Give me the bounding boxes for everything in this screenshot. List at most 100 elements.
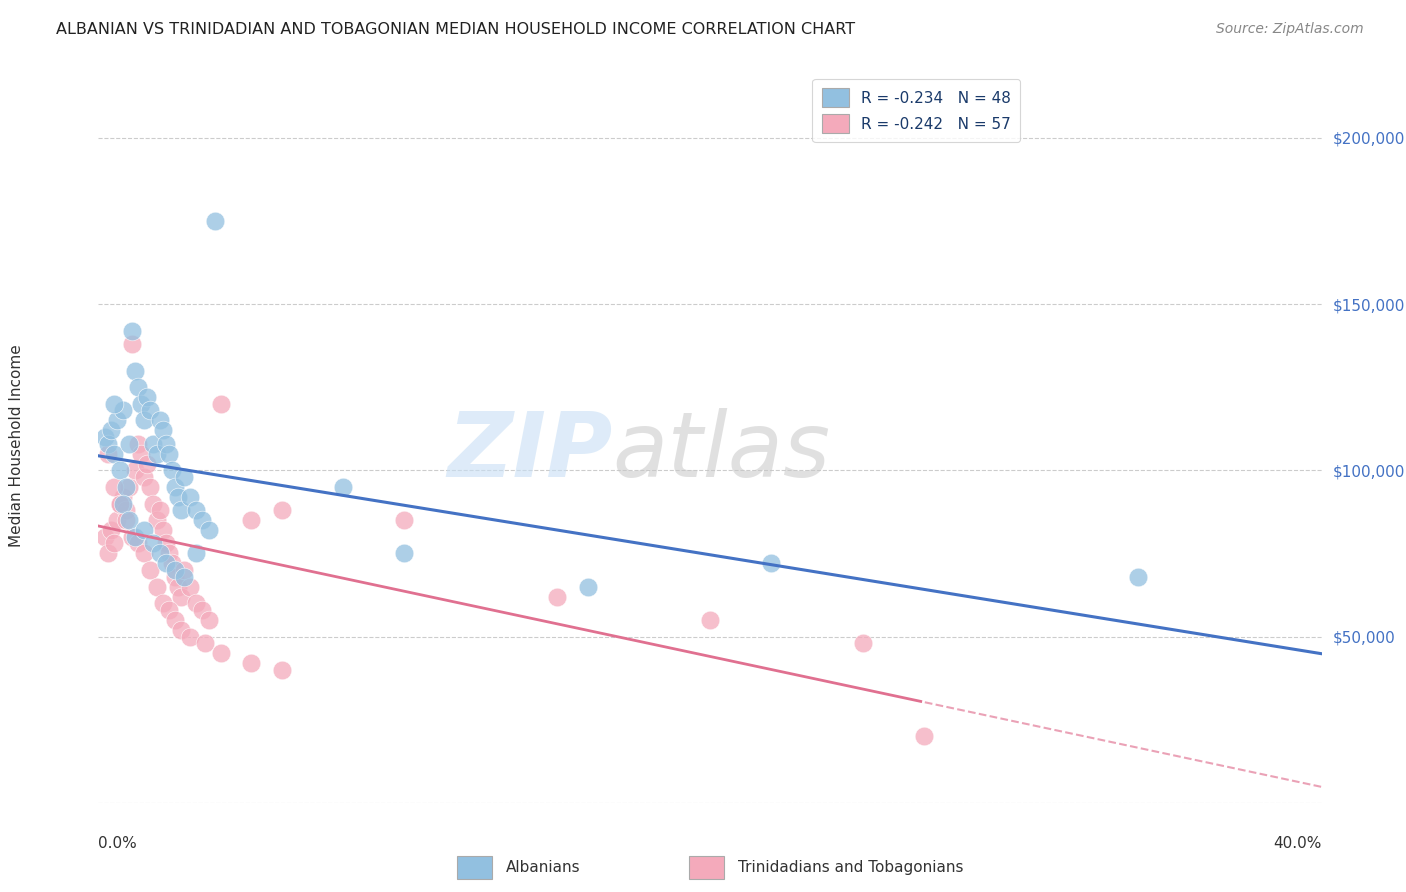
Point xyxy=(157,546,180,560)
Point xyxy=(134,470,156,484)
Point xyxy=(155,436,177,450)
Point xyxy=(105,413,128,427)
Point xyxy=(197,613,219,627)
Point xyxy=(204,214,226,228)
Point xyxy=(121,324,143,338)
Point xyxy=(149,413,172,427)
Point xyxy=(100,523,122,537)
Point xyxy=(152,424,174,438)
Point xyxy=(186,503,208,517)
Point xyxy=(127,436,149,450)
Point xyxy=(134,413,156,427)
Point xyxy=(97,546,120,560)
Text: atlas: atlas xyxy=(612,408,830,496)
Point xyxy=(127,380,149,394)
Point xyxy=(173,570,195,584)
Point xyxy=(152,596,174,610)
Point xyxy=(115,503,138,517)
Point xyxy=(852,636,875,650)
Point xyxy=(270,503,292,517)
Point xyxy=(163,570,186,584)
Point xyxy=(142,436,165,450)
Point xyxy=(103,447,125,461)
Point xyxy=(111,497,134,511)
Point xyxy=(179,630,201,644)
Point xyxy=(179,490,201,504)
Text: Albanians: Albanians xyxy=(506,860,581,874)
Legend: R = -0.234   N = 48, R = -0.242   N = 57: R = -0.234 N = 48, R = -0.242 N = 57 xyxy=(813,79,1021,142)
Point xyxy=(163,480,186,494)
Point xyxy=(142,497,165,511)
Point xyxy=(1128,570,1150,584)
Point xyxy=(179,580,201,594)
Point xyxy=(155,536,177,550)
Point xyxy=(576,580,599,594)
Point xyxy=(111,490,134,504)
Point xyxy=(127,536,149,550)
Point xyxy=(97,447,120,461)
Point xyxy=(93,530,115,544)
Point xyxy=(197,523,219,537)
Point xyxy=(124,363,146,377)
Point xyxy=(155,557,177,571)
Point xyxy=(163,613,186,627)
Text: Median Household Income: Median Household Income xyxy=(10,344,24,548)
Text: Source: ZipAtlas.com: Source: ZipAtlas.com xyxy=(1216,22,1364,37)
Point xyxy=(134,523,156,537)
Point xyxy=(108,497,131,511)
Point xyxy=(139,480,162,494)
Point xyxy=(170,623,193,637)
Point xyxy=(136,457,159,471)
Point xyxy=(118,436,141,450)
Point xyxy=(209,397,232,411)
Point xyxy=(191,513,214,527)
Point xyxy=(163,563,186,577)
Point xyxy=(152,523,174,537)
Text: 0.0%: 0.0% xyxy=(98,836,138,851)
Point xyxy=(145,513,167,527)
Point xyxy=(134,546,156,560)
Point xyxy=(136,390,159,404)
Point xyxy=(191,603,214,617)
Point xyxy=(392,513,416,527)
Point xyxy=(121,530,143,544)
Point xyxy=(240,513,263,527)
Point xyxy=(105,513,128,527)
Point xyxy=(167,580,190,594)
Point xyxy=(103,397,125,411)
Text: ZIP: ZIP xyxy=(447,408,612,496)
Point xyxy=(118,480,141,494)
Point xyxy=(129,397,152,411)
Point xyxy=(139,403,162,417)
Text: ALBANIAN VS TRINIDADIAN AND TOBAGONIAN MEDIAN HOUSEHOLD INCOME CORRELATION CHART: ALBANIAN VS TRINIDADIAN AND TOBAGONIAN M… xyxy=(56,22,855,37)
Point xyxy=(240,656,263,670)
Point xyxy=(157,603,180,617)
Point xyxy=(912,729,935,743)
Point xyxy=(173,470,195,484)
Point xyxy=(157,447,180,461)
Point xyxy=(103,536,125,550)
Point xyxy=(124,530,146,544)
Point xyxy=(139,563,162,577)
Point xyxy=(108,497,131,511)
Point xyxy=(160,557,183,571)
Text: 40.0%: 40.0% xyxy=(1274,836,1322,851)
Text: Trinidadians and Tobagonians: Trinidadians and Tobagonians xyxy=(738,860,963,874)
Point xyxy=(103,480,125,494)
Point xyxy=(170,503,193,517)
Point xyxy=(115,513,138,527)
Point xyxy=(699,613,721,627)
Point xyxy=(186,546,208,560)
Point xyxy=(546,590,568,604)
Point xyxy=(100,424,122,438)
Point xyxy=(167,490,190,504)
Point xyxy=(759,557,782,571)
Point xyxy=(121,337,143,351)
Point xyxy=(115,480,138,494)
Point xyxy=(194,636,217,650)
Point xyxy=(149,503,172,517)
Point xyxy=(332,480,354,494)
Point xyxy=(118,513,141,527)
Point xyxy=(142,536,165,550)
Point xyxy=(93,430,115,444)
